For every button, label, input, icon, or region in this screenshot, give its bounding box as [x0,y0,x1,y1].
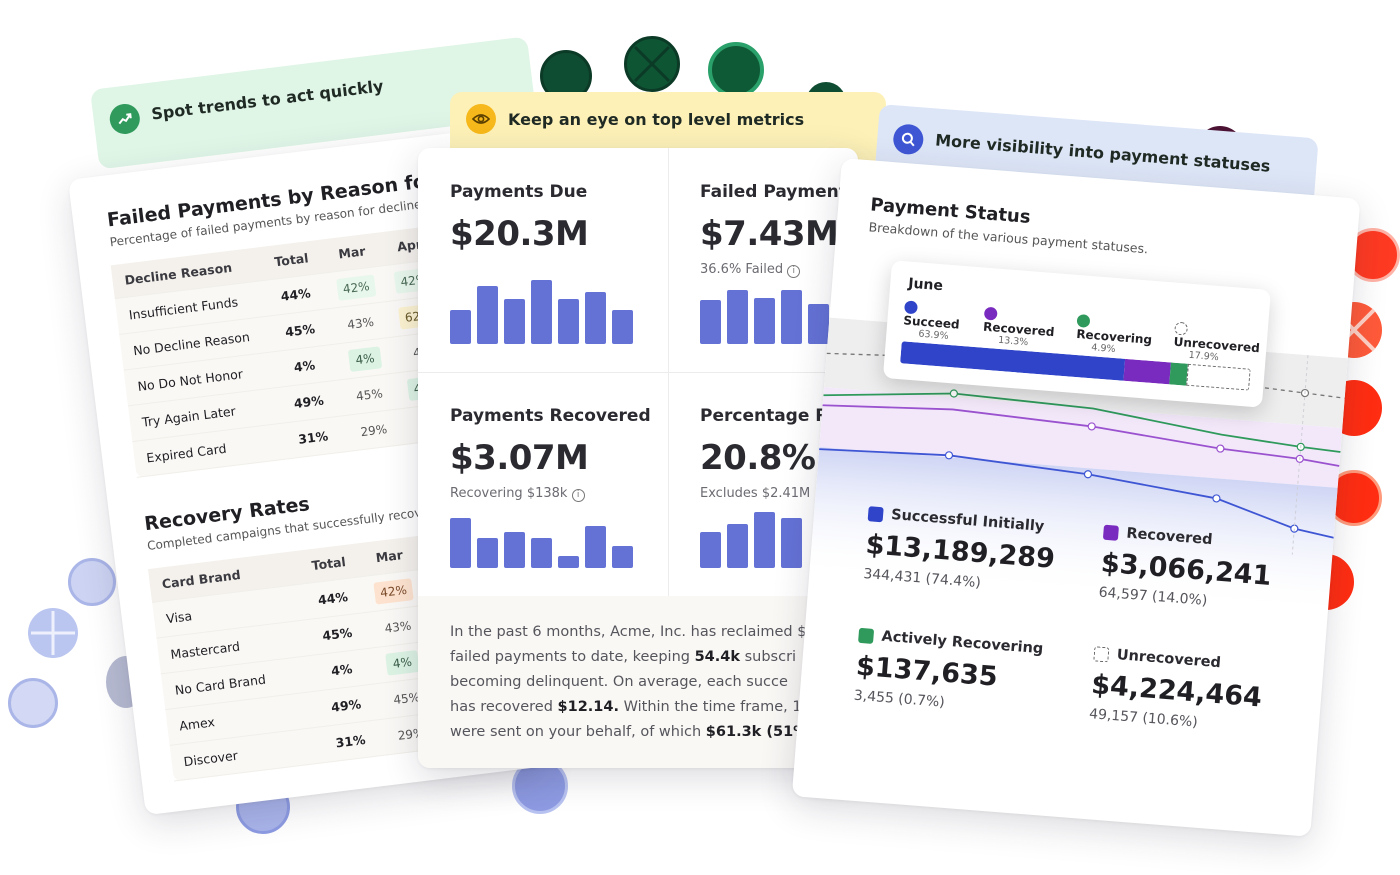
info-icon[interactable]: i [571,489,585,502]
blue-blob-2 [8,678,58,728]
tooltip-item: Unrecovered 17.9% [1172,321,1268,367]
recovering-swatch [858,627,875,644]
summary-part: Within the time frame, 11 [619,699,811,715]
row-cell: 4% [385,649,420,676]
metric-label: Failed Payments [700,182,857,202]
metric-value: $3.07M [450,438,589,478]
green-dot-blob [708,42,764,98]
summary-bold: $12.14. [557,699,619,715]
trend-up-icon [108,102,142,136]
unrecovered-swatch [1093,645,1110,662]
row-total: 31% [334,731,367,751]
metrics-grid: Payments Due $20.3M Failed Payments $7.4… [418,148,858,596]
payments-recovered-bars [450,498,633,568]
row-cell: 42% [335,273,377,301]
row-cell: 43% [383,618,412,636]
col-header: Mar [337,243,367,262]
row-total: 49% [293,392,325,412]
info-icon[interactable]: i [787,265,801,278]
metric-label: Payments Due [450,182,588,202]
summary-part: subscri [740,649,797,665]
summary-part: In the past 6 months, Acme, Inc. has rec… [450,624,807,640]
payments-due-bars [450,274,633,344]
stat-recovered: Recovered $3,066,241 64,597 (14.0%) [1098,524,1274,614]
row-cell: 45% [355,385,384,403]
stat-label: Actively Recovering [880,628,1044,658]
summary-bold: 54.4k [694,649,740,665]
tooltip-item: Recovered 13.3% [982,306,1064,351]
metrics-panel: Payments Due $20.3M Failed Payments $7.4… [418,148,858,768]
eye-icon [466,104,496,134]
metric-label: Percentage R [700,406,829,426]
metric-percentage: Percentage R 20.8% Excludes $2.41M [700,406,858,630]
row-total: 31% [297,428,329,447]
row-total: 4% [330,661,354,679]
row-cell: 29% [359,421,388,439]
col-header: Total [273,250,310,270]
row-cell: 43% [346,314,375,332]
green-cross-blob [624,36,680,92]
summary-part: becoming delinquent. On average, each su… [450,674,788,690]
recovered-swatch [1102,524,1120,541]
tooltip-item: Recovering 4.9% [1075,313,1161,358]
metric-sub: Recovering $138k [450,486,568,501]
col-header: Total [310,554,347,574]
successful-swatch [867,505,884,522]
row-label: Discover [182,747,239,770]
metric-value: 20.8% [700,438,816,478]
row-label: Expired Card [145,440,228,466]
summary-part: has recovered [450,699,558,715]
row-total: 44% [279,285,312,304]
stat-label: Unrecovered [1116,647,1222,672]
summary-part: were sent on your behalf, of which [450,724,706,740]
failed-payments-bars [700,274,829,344]
payment-status-panel: Payment Status Breakdown of the various … [791,158,1361,837]
blue-cross-blob [28,608,78,658]
metric-payments-recovered: Payments Recovered $3.07M Recovering $13… [450,406,700,630]
metric-payments-due: Payments Due $20.3M [450,182,700,406]
row-cell: 4% [348,345,382,372]
tab-visibility[interactable]: More visibility into payment statuses [873,104,1319,223]
metric-value: $20.3M [450,214,589,254]
row-cell: 42% [372,577,415,605]
stat-value: $4,224,464 [1090,669,1263,714]
stat-successful: Successful Initially $13,189,289 344,431… [863,505,1058,597]
stat-recovering: Actively Recovering $137,635 3,455 (0.7%… [853,627,1044,718]
tab-metrics-label: Keep an eye on top level metrics [508,110,805,129]
blue-blob-1 [68,558,116,606]
summary-part: failed payments to date, keeping [450,649,695,665]
row-total: 4% [292,357,316,375]
row-total: 45% [284,321,316,340]
summary-bold: $61.3k (51% [705,724,808,740]
metric-sub: 36.6% Failed [700,262,784,277]
tab-trends-label: Spot trends to act quickly [150,76,385,124]
row-total: 49% [330,696,362,715]
metric-label: Payments Recovered [450,406,651,426]
metric-failed-payments: Failed Payments $7.43M 36.6% Failed i [700,182,858,406]
row-total: 45% [321,624,354,644]
tooltip-item: Succeed 63.9% [902,299,971,343]
metric-sub: Excludes $2.41M [700,486,811,501]
metric-value: $7.43M [700,214,839,254]
row-total: 44% [317,589,349,608]
tab-trends[interactable]: Spot trends to act quickly [90,36,537,170]
stat-value: $3,066,241 [1099,547,1273,592]
percentage-bars [700,498,802,568]
search-icon [892,123,925,156]
col-header: Mar [374,547,404,566]
summary-text: In the past 6 months, Acme, Inc. has rec… [450,620,858,745]
stat-unrecovered: Unrecovered $4,224,464 49,157 (10.6%) [1089,645,1265,735]
